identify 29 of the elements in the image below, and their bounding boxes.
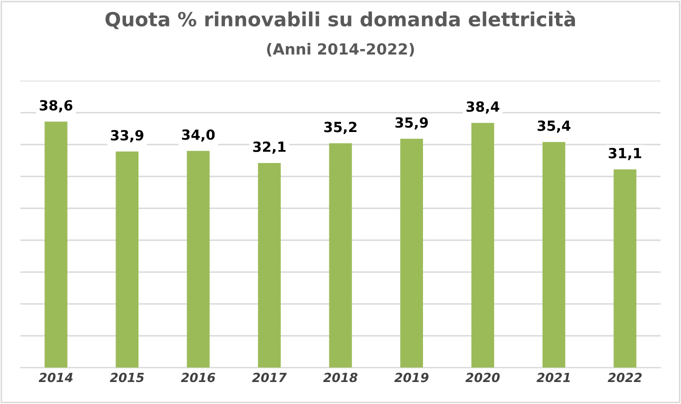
bar	[186, 150, 210, 368]
x-tick-label: 2020	[465, 372, 500, 382]
bar	[542, 142, 566, 368]
x-tick-label: 2016	[180, 372, 216, 382]
x-tick-label: 2015	[110, 372, 144, 382]
bar	[329, 143, 352, 368]
x-tick-label: 2014	[38, 372, 73, 382]
data-label: 32,1	[253, 142, 286, 154]
bar	[44, 122, 68, 368]
bar	[258, 163, 281, 368]
bar	[614, 169, 636, 368]
x-tick-label: 2017	[252, 372, 287, 382]
data-label: 33,9	[110, 130, 144, 142]
x-tick-label: 2021	[536, 372, 570, 382]
data-label: 35,4	[538, 120, 570, 133]
chart-subtitle: (Anni 2014-2022)	[267, 42, 414, 57]
data-label: 38,6	[40, 100, 72, 112]
chart-title: Quota % rinnovabili su domanda elettricità	[106, 10, 575, 30]
bar	[471, 122, 494, 368]
bar	[116, 152, 138, 368]
data-label: 35,2	[324, 122, 356, 134]
x-tick-label: 2019	[394, 372, 428, 382]
data-label: 31,1	[608, 148, 642, 160]
x-tick-label: 2022	[608, 372, 642, 382]
bar	[400, 138, 424, 368]
data-label: 38,4	[466, 101, 500, 114]
x-tick-label: 2018	[323, 372, 358, 382]
data-label: 35,9	[395, 117, 428, 130]
data-label: 34,0	[182, 129, 215, 142]
